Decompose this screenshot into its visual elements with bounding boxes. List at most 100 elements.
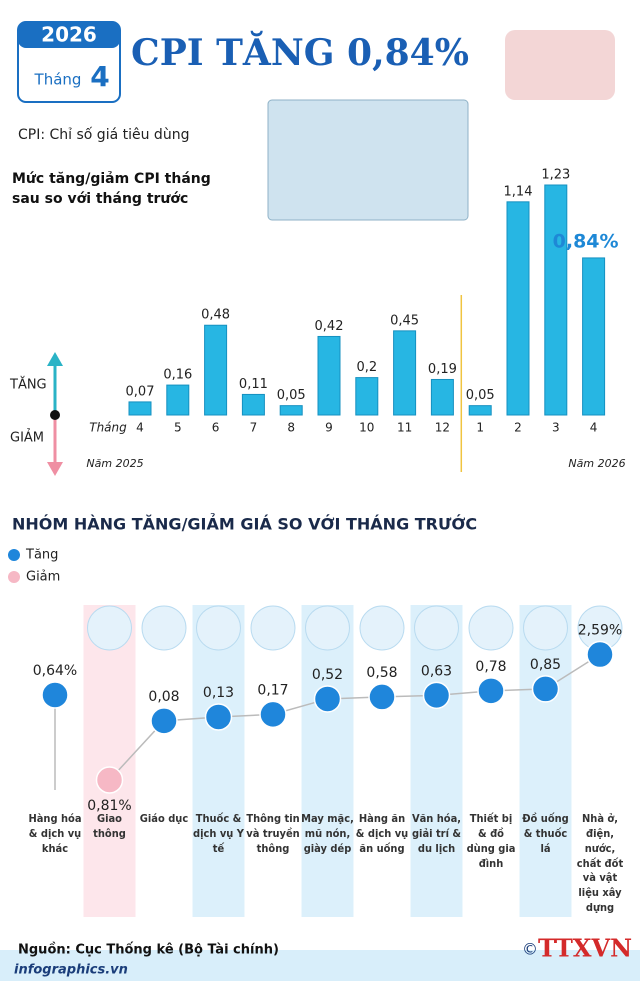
dot xyxy=(531,675,560,703)
category-label: Hàng ăn & dịch vụ ăn uống xyxy=(355,812,409,855)
x-tick-label: 10 xyxy=(359,421,374,435)
bar xyxy=(393,330,417,416)
icon xyxy=(87,605,132,651)
dot xyxy=(259,700,287,729)
category-label: May mặc, mũ nón, giày dép xyxy=(301,812,354,855)
annotation-down: GIẢM xyxy=(10,429,44,446)
x-tick-label: 12 xyxy=(435,421,450,435)
column-highlight xyxy=(519,605,572,917)
calendar-top xyxy=(18,22,120,48)
trend-line xyxy=(108,653,601,781)
month-label: Tháng xyxy=(34,71,82,89)
annotation-up: TĂNG xyxy=(9,377,47,393)
category-label: Nhà ở, điện, nước, chất đốt và vật liệu … xyxy=(576,812,624,915)
year-label: Năm 2025 xyxy=(86,457,143,470)
chart-title: NHÓM HÀNG TĂNG/GIẢM GIÁ SO VỚI THÁNG TRƯ… xyxy=(12,513,477,534)
bar xyxy=(468,405,492,416)
x-tick-label: 4 xyxy=(590,421,598,435)
logo: TTXVN xyxy=(538,934,632,963)
category-label: Thông tin và truyền thông xyxy=(246,812,300,855)
source: Nguồn: Cục Thống kê (Bộ Tài chính) xyxy=(18,943,279,958)
category-label: Thuốc & dịch vụ Y tế xyxy=(193,812,244,855)
store-illustration xyxy=(267,99,469,221)
value-label: 0,63 xyxy=(421,663,452,679)
zero-dot xyxy=(50,410,60,420)
value-label: 0,2 xyxy=(356,360,377,375)
bar xyxy=(317,335,341,416)
value-label: 0,05 xyxy=(277,388,306,403)
dot xyxy=(41,681,69,709)
bar xyxy=(430,378,454,416)
value-label: 0,17 xyxy=(257,682,288,698)
dot xyxy=(204,703,233,731)
x-tick-label: 9 xyxy=(325,421,333,435)
value-label: 0,78 xyxy=(475,659,506,675)
category-label: Đồ uống & thuốc lá xyxy=(522,812,569,855)
dot xyxy=(95,766,124,794)
dot xyxy=(313,685,342,713)
value-label: 1,23 xyxy=(541,168,570,183)
x-tick-label: 11 xyxy=(397,421,412,435)
value-label: 0,48 xyxy=(201,308,230,323)
bar xyxy=(128,401,152,416)
value-label-highlight: 0,84% xyxy=(553,230,619,252)
x-tick-label: 4 xyxy=(136,421,144,435)
value-label: 0,19 xyxy=(428,362,457,377)
bar xyxy=(355,377,379,416)
main-title: CPI TĂNG 0,84% xyxy=(131,31,469,74)
dot xyxy=(422,681,451,710)
icon xyxy=(141,605,187,651)
icon xyxy=(305,605,350,651)
dot xyxy=(150,707,178,735)
legend-label: Tăng xyxy=(25,548,58,563)
month: 4 xyxy=(90,60,109,93)
dot xyxy=(586,640,614,669)
year-label: Năm 2026 xyxy=(568,457,625,470)
icon xyxy=(468,605,514,651)
bar xyxy=(506,201,530,416)
bar xyxy=(204,324,228,416)
value-label: 1,14 xyxy=(504,184,533,199)
down-arrowhead xyxy=(47,462,63,476)
value-label: 0,08 xyxy=(148,689,179,705)
year: 2026 xyxy=(41,23,97,47)
bar xyxy=(544,184,568,416)
value-label: 0,45 xyxy=(390,313,419,328)
copyright: © xyxy=(522,940,538,959)
column-highlight xyxy=(301,605,354,917)
icon xyxy=(250,605,296,651)
category-label: Hàng hóa & dịch vụ khác xyxy=(28,812,82,855)
x-tick-label: 3 xyxy=(552,421,560,435)
value-label: 2,59% xyxy=(578,623,622,639)
x-tick-label: 7 xyxy=(250,421,258,435)
dot xyxy=(368,683,396,711)
value-label: 0,05 xyxy=(466,388,495,403)
up-arrowhead xyxy=(47,352,63,366)
icon xyxy=(414,605,459,651)
category-label: Giáo dục xyxy=(139,812,189,825)
value-label: 0,42 xyxy=(315,319,344,334)
value-label: 0,64% xyxy=(33,663,77,679)
bar xyxy=(241,393,265,416)
value-label: 0,81% xyxy=(87,798,131,814)
value-label: 0,16 xyxy=(163,368,192,383)
site: infographics.vn xyxy=(14,963,128,978)
value-label: 0,52 xyxy=(312,667,343,683)
icon xyxy=(196,605,241,651)
value-label: 0,58 xyxy=(366,665,397,681)
subtitle: CPI: Chỉ số giá tiêu dùng xyxy=(18,126,189,143)
category-label: Văn hóa, giải trí & du lịch xyxy=(411,812,462,855)
column-highlight xyxy=(410,605,463,917)
footer-band xyxy=(0,950,640,981)
x-tick-label: 5 xyxy=(174,421,182,435)
legend-swatch xyxy=(8,571,20,583)
legend-swatch xyxy=(8,549,20,561)
icon xyxy=(359,605,405,651)
value-label: 0,07 xyxy=(126,384,155,399)
icon xyxy=(523,605,568,651)
column-highlight xyxy=(192,605,245,917)
bar-chart-title: Mức tăng/giảm CPI tháng sau so với tháng… xyxy=(12,171,211,207)
value-label: 0,11 xyxy=(239,377,268,392)
